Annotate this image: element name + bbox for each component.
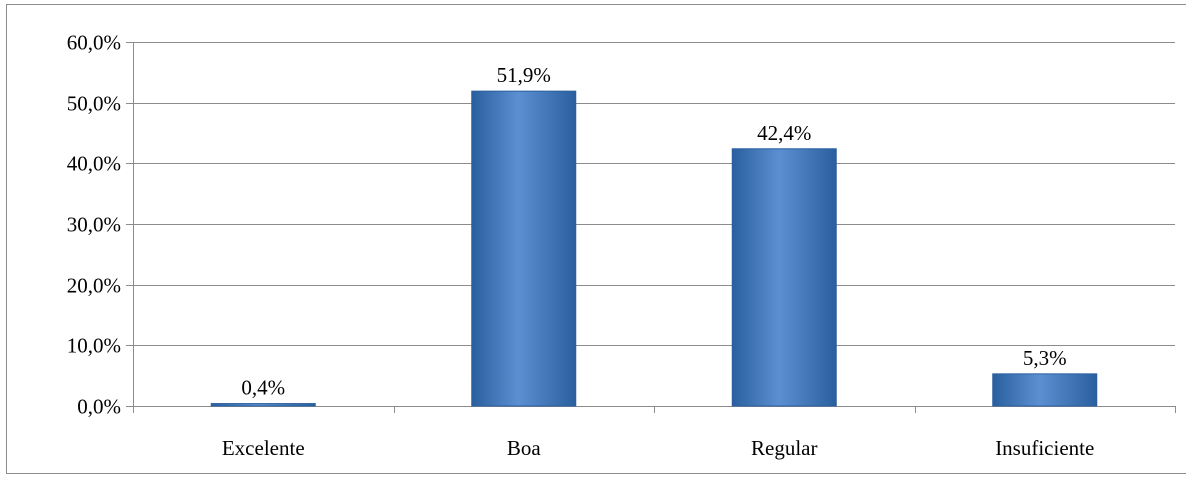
y-tick-label: 30,0% bbox=[67, 213, 121, 237]
data-label: 5,3% bbox=[1023, 346, 1067, 370]
y-tick-label: 50,0% bbox=[67, 92, 121, 116]
y-tick-label: 0,0% bbox=[77, 395, 121, 419]
bars bbox=[210, 90, 1098, 407]
y-tick-label: 10,0% bbox=[67, 334, 121, 358]
category-label: Boa bbox=[507, 436, 542, 460]
bar bbox=[210, 403, 316, 407]
labels: 0,0% 10,0% 20,0% 30,0% 40,0% 50,0% 60,0% 0,4% Ex… bbox=[67, 31, 1095, 461]
category-label: Excelente bbox=[222, 436, 305, 460]
y-tick-label: 60,0% bbox=[67, 31, 121, 55]
category-label: Insuficiente bbox=[995, 436, 1094, 460]
data-label: 0,4% bbox=[241, 376, 285, 400]
category-label: Regular bbox=[751, 436, 817, 460]
bar bbox=[471, 90, 577, 407]
axes bbox=[126, 42, 1176, 413]
bar bbox=[731, 148, 837, 407]
bar bbox=[992, 373, 1098, 407]
data-label: 51,9% bbox=[497, 63, 551, 87]
gridlines bbox=[133, 42, 1175, 346]
chart-frame bbox=[6, 4, 1186, 474]
data-label: 42,4% bbox=[757, 121, 811, 145]
y-tick-label: 20,0% bbox=[67, 274, 121, 298]
y-tick-label: 40,0% bbox=[67, 152, 121, 176]
